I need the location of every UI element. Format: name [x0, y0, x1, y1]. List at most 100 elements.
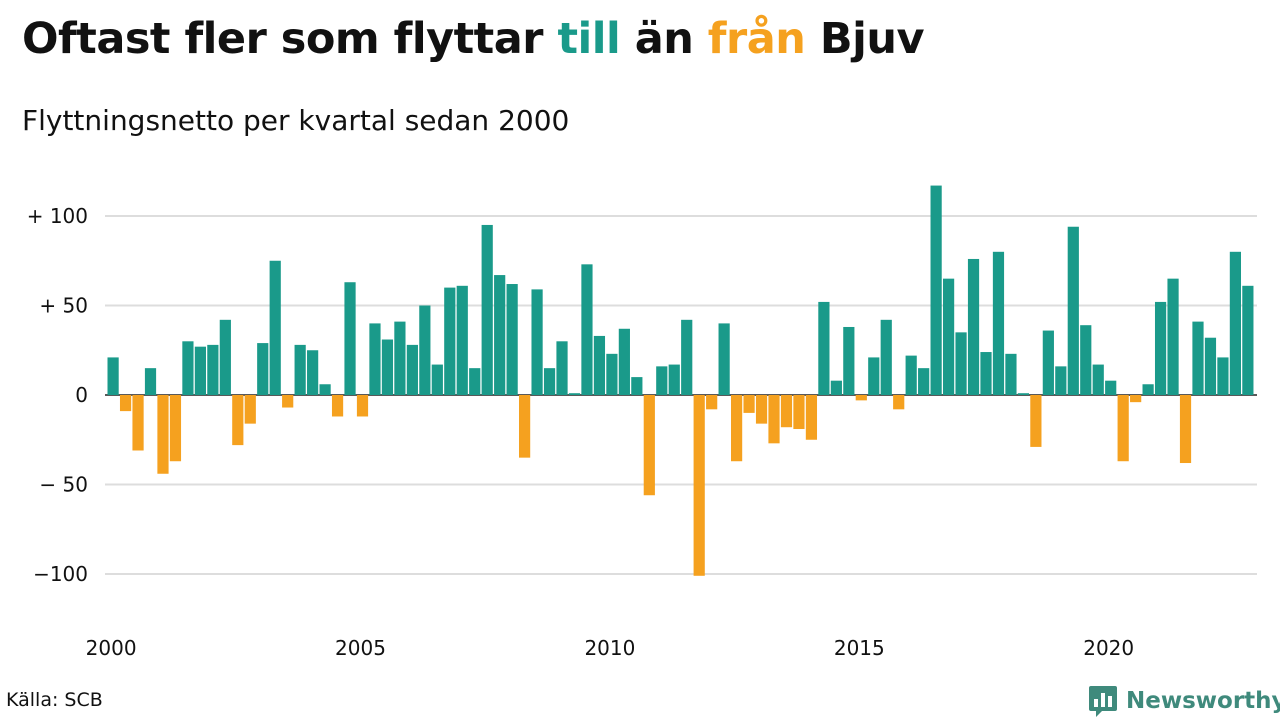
bar — [855, 395, 867, 401]
bar — [930, 185, 942, 395]
bar — [157, 395, 169, 474]
bar — [344, 282, 356, 395]
source-note: Källa: SCB — [6, 689, 103, 711]
bar — [755, 395, 768, 424]
bar — [282, 395, 294, 408]
bars — [107, 185, 1254, 576]
bar — [681, 319, 693, 395]
bar — [693, 395, 705, 576]
bar — [718, 323, 730, 395]
x-tick-label: 2020 — [1083, 636, 1134, 660]
bar — [843, 326, 855, 395]
bar — [1042, 330, 1054, 395]
newsworthy-logo-icon — [1089, 686, 1117, 717]
bar — [967, 258, 980, 395]
y-tick-label: + 100 — [27, 204, 88, 228]
bar — [606, 353, 618, 395]
bar — [818, 301, 830, 395]
bar-chart: + 100 + 50 0 − 50 −100 2000 2005 2010 2015 2020 — [27, 185, 1257, 660]
bar — [868, 357, 880, 395]
bar — [1204, 337, 1217, 395]
x-tick-label: 2015 — [834, 636, 885, 660]
brand-name: Newsworthy — [1126, 688, 1280, 714]
bar — [1167, 278, 1179, 395]
bar — [1217, 357, 1229, 395]
bar — [980, 352, 992, 395]
title-part: Oftast fler som flyttar — [22, 14, 558, 64]
bar — [369, 323, 381, 395]
bar — [531, 289, 543, 395]
bar — [132, 395, 144, 451]
bar — [294, 344, 306, 395]
bar — [232, 395, 244, 446]
bar — [581, 264, 593, 395]
bar — [793, 395, 805, 430]
bar — [1117, 395, 1129, 462]
bar — [942, 278, 955, 395]
bar — [743, 395, 755, 413]
y-tick-label: + 50 — [39, 294, 88, 318]
bar — [1179, 395, 1192, 464]
bar — [456, 285, 468, 395]
bar — [668, 364, 680, 395]
y-tick-label: − 50 — [39, 473, 88, 497]
bar — [444, 287, 456, 395]
bar — [543, 368, 556, 395]
bar — [419, 305, 431, 395]
bar — [194, 346, 206, 395]
bar — [656, 366, 668, 395]
y-tick-label: −100 — [33, 562, 88, 586]
x-tick-label: 2010 — [584, 636, 635, 660]
bar — [244, 395, 256, 424]
newsworthy-logo: Newsworthy — [1088, 684, 1280, 718]
bar — [431, 364, 443, 395]
bar — [182, 341, 194, 395]
chart-subtitle: Flyttningsnetto per kvartal sedan 2000 — [22, 104, 570, 137]
bar — [207, 344, 219, 395]
bar — [893, 395, 905, 410]
title-part-till: till — [557, 14, 621, 64]
bar — [643, 395, 655, 496]
bar — [1092, 364, 1104, 395]
title-part: än — [620, 14, 708, 64]
bar — [593, 335, 606, 395]
bar — [905, 355, 917, 395]
bar — [1017, 393, 1030, 395]
bar — [331, 395, 344, 417]
bar — [469, 368, 481, 395]
bar — [119, 395, 132, 412]
y-axis: + 100 + 50 0 − 50 −100 — [27, 204, 88, 586]
y-tick-label: 0 — [75, 383, 88, 407]
bar — [1242, 285, 1254, 395]
bar — [768, 395, 780, 444]
bar — [568, 393, 581, 395]
bar — [269, 260, 281, 395]
bar — [1030, 395, 1042, 447]
bar — [1192, 321, 1204, 395]
bar — [780, 395, 793, 428]
bar — [556, 341, 568, 395]
bar — [1130, 395, 1142, 403]
bar — [918, 368, 930, 395]
bar — [381, 339, 394, 395]
bar — [1080, 325, 1092, 395]
x-axis: 2000 2005 2010 2015 2020 — [86, 636, 1135, 660]
bar — [506, 284, 518, 395]
bar — [481, 224, 493, 395]
bar — [107, 357, 119, 395]
bar — [319, 384, 331, 395]
bar — [169, 395, 182, 462]
bar — [356, 395, 369, 417]
bar — [830, 380, 842, 395]
bar — [394, 321, 406, 395]
bar — [731, 395, 743, 462]
bar — [1154, 301, 1167, 395]
x-tick-label: 2005 — [335, 636, 386, 660]
bar — [631, 377, 643, 395]
bar — [1105, 380, 1117, 395]
bar — [1142, 384, 1154, 395]
bar — [307, 350, 319, 395]
bar — [219, 319, 231, 395]
bar — [880, 319, 892, 395]
bar — [1005, 353, 1017, 395]
